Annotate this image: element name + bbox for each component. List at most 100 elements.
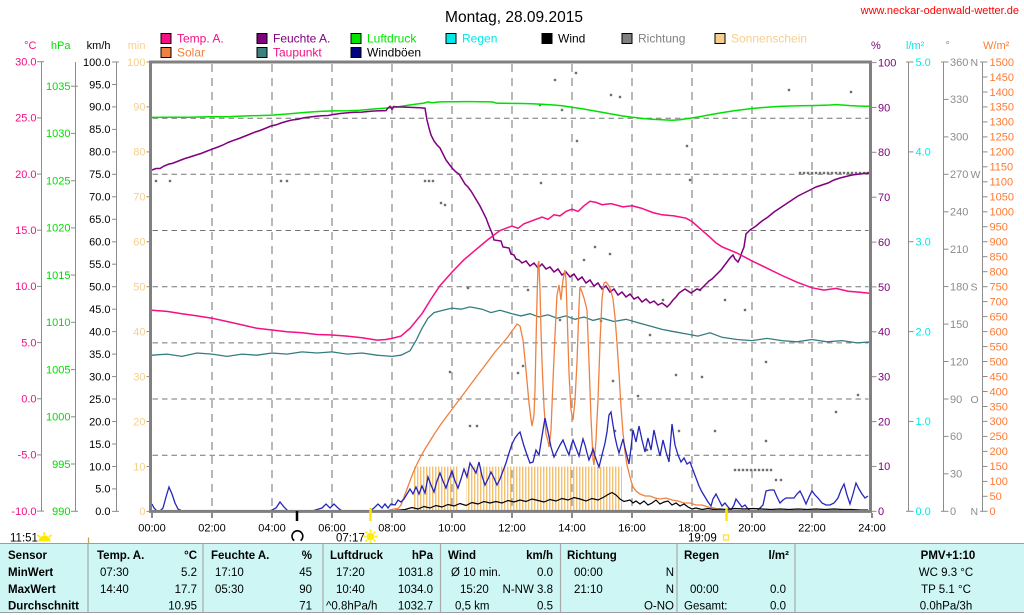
svg-text:0.0hPa/3h: 0.0hPa/3h [920, 600, 972, 612]
svg-text:100: 100 [127, 57, 145, 69]
svg-text:hPa: hPa [412, 550, 434, 562]
svg-text:%: % [302, 550, 312, 562]
svg-text:1200: 1200 [990, 147, 1014, 159]
svg-text:14:00: 14:00 [558, 523, 586, 535]
svg-text:65.0: 65.0 [89, 214, 110, 226]
svg-text:5.2: 5.2 [181, 567, 197, 579]
svg-text:30: 30 [133, 371, 145, 383]
svg-text:50.0: 50.0 [89, 282, 110, 294]
svg-text:20: 20 [878, 416, 890, 428]
svg-text:1350: 1350 [990, 102, 1014, 114]
svg-text:1010: 1010 [46, 317, 70, 329]
svg-text:40.0: 40.0 [89, 326, 110, 338]
svg-text:O: O [971, 394, 979, 406]
svg-text:PMV+1:10: PMV+1:10 [921, 550, 976, 562]
svg-text:5.0: 5.0 [95, 484, 110, 496]
svg-text:270: 270 [950, 169, 968, 181]
svg-text:1100: 1100 [990, 177, 1014, 189]
svg-text:O-NO: O-NO [644, 600, 674, 612]
svg-text:80: 80 [133, 147, 145, 159]
svg-text:350: 350 [990, 401, 1008, 413]
svg-text:1030: 1030 [46, 128, 70, 140]
svg-text:1300: 1300 [990, 117, 1014, 129]
svg-text:10: 10 [878, 461, 890, 473]
svg-text:05:30: 05:30 [215, 584, 244, 596]
svg-text:20:00: 20:00 [738, 523, 766, 535]
svg-text:°C: °C [184, 550, 197, 562]
svg-text:1035: 1035 [46, 81, 70, 93]
svg-text:1500: 1500 [990, 57, 1014, 69]
svg-text:17:10: 17:10 [215, 567, 244, 579]
svg-text:-10.0: -10.0 [11, 506, 36, 518]
svg-text:20.0: 20.0 [15, 169, 36, 181]
svg-text:20.0: 20.0 [89, 416, 110, 428]
svg-text:995: 995 [52, 459, 70, 471]
svg-text:Luftdruck: Luftdruck [367, 32, 417, 46]
svg-text:Regen: Regen [462, 32, 497, 46]
svg-text:0: 0 [139, 506, 145, 518]
svg-text:Temp. A.: Temp. A. [97, 550, 144, 562]
svg-text:400: 400 [990, 386, 1008, 398]
svg-text:N: N [971, 57, 979, 69]
svg-text:°C: °C [24, 40, 36, 52]
svg-text:360: 360 [950, 57, 968, 69]
svg-text:120: 120 [950, 356, 968, 368]
svg-text:70: 70 [878, 192, 890, 204]
svg-text:20: 20 [133, 416, 145, 428]
svg-text:N: N [666, 567, 674, 579]
svg-text:1015: 1015 [46, 270, 70, 282]
svg-text:1250: 1250 [990, 132, 1014, 144]
svg-text:50: 50 [133, 282, 145, 294]
svg-text:10:00: 10:00 [438, 523, 466, 535]
svg-text:90: 90 [878, 102, 890, 114]
svg-text:800: 800 [990, 267, 1008, 279]
svg-text:60: 60 [950, 431, 962, 443]
svg-text:16:00: 16:00 [618, 523, 646, 535]
svg-text:0: 0 [878, 506, 884, 518]
svg-text:Gesamt:: Gesamt: [684, 600, 727, 612]
svg-text:km/h: km/h [526, 550, 553, 562]
svg-text:l/m²: l/m² [906, 40, 925, 52]
svg-text:Taupunkt: Taupunkt [273, 46, 322, 60]
svg-text:25.0: 25.0 [89, 394, 110, 406]
svg-text:12:00: 12:00 [498, 523, 526, 535]
svg-text:15.0: 15.0 [89, 439, 110, 451]
svg-text:www.neckar-odenwald-wetter.de: www.neckar-odenwald-wetter.de [860, 5, 1019, 17]
svg-text:60: 60 [878, 237, 890, 249]
svg-text:00:00: 00:00 [690, 584, 719, 596]
svg-text:0.0: 0.0 [95, 506, 110, 518]
svg-text:90: 90 [133, 102, 145, 114]
svg-text:2.0: 2.0 [916, 326, 931, 338]
svg-text:MinWert: MinWert [8, 567, 53, 579]
svg-text:10.95: 10.95 [168, 600, 197, 612]
svg-text:25.0: 25.0 [15, 113, 36, 125]
svg-text:Sensor: Sensor [8, 550, 48, 562]
svg-text:80: 80 [878, 147, 890, 159]
svg-text:60.0: 60.0 [89, 237, 110, 249]
svg-text:300: 300 [950, 132, 968, 144]
svg-text:^0.8hPa/h: ^0.8hPa/h [326, 600, 377, 612]
svg-text:30: 30 [878, 372, 890, 384]
svg-text:%: % [871, 40, 881, 52]
svg-text:150: 150 [990, 461, 1008, 473]
svg-text:600: 600 [990, 326, 1008, 338]
svg-text:Luftdruck: Luftdruck [330, 550, 384, 562]
svg-text:95.0: 95.0 [89, 79, 110, 91]
svg-text:0.5: 0.5 [537, 600, 553, 612]
svg-text:-5.0: -5.0 [18, 450, 37, 462]
svg-text:Ø 10 min.: Ø 10 min. [451, 567, 501, 579]
svg-text:3.0: 3.0 [916, 237, 931, 249]
svg-text:17.7: 17.7 [175, 584, 197, 596]
svg-text:0.0: 0.0 [770, 600, 786, 612]
svg-text:Wind: Wind [448, 550, 476, 562]
svg-text:06:00: 06:00 [318, 523, 346, 535]
svg-text:40: 40 [133, 326, 145, 338]
svg-text:1000: 1000 [46, 412, 70, 424]
svg-text:Durchschnitt: Durchschnitt [8, 600, 79, 612]
svg-text:18:00: 18:00 [678, 523, 706, 535]
svg-text:hPa: hPa [51, 40, 71, 52]
svg-text:N-NW 3.8: N-NW 3.8 [503, 584, 553, 596]
svg-text:1031.8: 1031.8 [398, 567, 433, 579]
svg-text:150: 150 [950, 319, 968, 331]
svg-text:5.0: 5.0 [21, 337, 36, 349]
